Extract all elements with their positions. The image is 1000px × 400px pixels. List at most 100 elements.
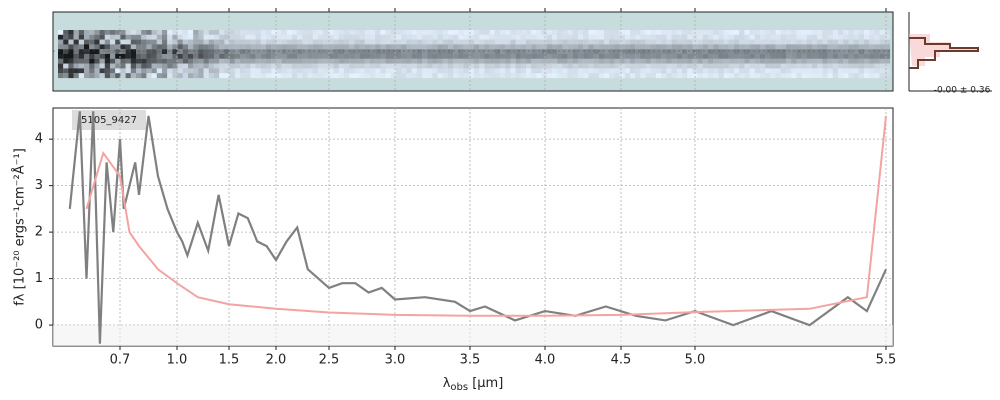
- spectrum-2d-pixel: [500, 39, 506, 45]
- spectrum-2d-pixel: [874, 54, 880, 59]
- spectrum-2d-pixel: [234, 58, 241, 64]
- spectrum-2d-pixel: [385, 44, 391, 50]
- spectrum-2d-pixel: [526, 30, 532, 35]
- spectrum-2d-pixel: [78, 58, 85, 64]
- spectrum-2d-pixel: [858, 58, 865, 64]
- spectrum-2d-pixel: [572, 54, 579, 59]
- spectrum-2d-pixel: [370, 49, 376, 55]
- spectrum-2d-pixel: [848, 34, 854, 40]
- spectrum-2d-pixel: [224, 30, 230, 35]
- spectrum-2d-pixel: [250, 39, 256, 45]
- spectrum-2d-pixel: [734, 44, 740, 50]
- spectrum-2d-pixel: [614, 63, 620, 69]
- spectrum-2d-pixel: [354, 44, 360, 50]
- spectrum-2d-pixel: [448, 68, 454, 74]
- spectrum-2d-pixel: [125, 73, 131, 79]
- spectrum-2d-pixel: [853, 34, 859, 40]
- spectrum-2d-pixel: [416, 63, 423, 69]
- spectrum-2d-pixel: [510, 30, 516, 35]
- spectrum-2d-pixel: [687, 30, 693, 35]
- spectrum-2d-pixel: [765, 34, 771, 40]
- spectrum-2d-pixel: [479, 58, 485, 64]
- spectrum-2d-pixel: [68, 49, 74, 55]
- spectrum-2d-pixel: [546, 58, 553, 64]
- spectrum-2d-pixel: [73, 68, 79, 74]
- spectrum-2d-pixel: [73, 58, 79, 64]
- spectrum-2d-pixel: [884, 30, 891, 35]
- spectrum-2d-pixel: [203, 34, 209, 40]
- spectrum-2d-pixel: [188, 73, 194, 79]
- spectrum-2d-pixel: [468, 49, 475, 55]
- spectrum-2d-pixel: [526, 68, 532, 74]
- spectrum-2d-pixel: [723, 58, 729, 64]
- spectrum-2d-pixel: [250, 49, 256, 55]
- spectrum-2d-pixel: [754, 39, 761, 45]
- spectrum-2d-pixel: [78, 54, 85, 59]
- spectrum-2d-pixel: [770, 63, 776, 69]
- spectrum-2d-pixel: [578, 49, 584, 55]
- spectrum-2d-pixel: [505, 44, 511, 50]
- spectrum-2d-pixel: [198, 58, 204, 64]
- spectrum-2d-pixel: [572, 44, 579, 50]
- spectrum-2d-pixel: [104, 73, 111, 79]
- spectrum-2d-pixel: [401, 54, 407, 59]
- spectrum-2d-pixel: [869, 30, 875, 35]
- spectrum-2d-pixel: [104, 44, 111, 50]
- spectrum-2d-pixel: [312, 73, 319, 79]
- spectrum-2d-pixel: [432, 68, 438, 74]
- spectrum-2d-pixel: [734, 54, 740, 59]
- spectrum-2d-pixel: [84, 54, 90, 59]
- spectrum-2d-pixel: [749, 63, 755, 69]
- spectrum-2d-pixel: [869, 39, 875, 45]
- spectrum-2d-pixel: [84, 73, 90, 79]
- spectrum-2d-pixel: [713, 30, 719, 35]
- spectrum-2d-pixel: [734, 63, 740, 69]
- spectrum-2d-pixel: [474, 58, 480, 64]
- spectrum-2d-pixel: [567, 58, 573, 64]
- spectrum-2d-pixel: [453, 44, 459, 50]
- spectrum-2d-pixel: [858, 73, 865, 79]
- spectrum-2d-pixel: [723, 68, 729, 74]
- spectrum-2d-pixel: [146, 58, 152, 64]
- spectrum-2d-pixel: [370, 44, 376, 50]
- spectrum-2d-pixel: [676, 44, 683, 50]
- spectrum-2d-pixel: [630, 68, 636, 74]
- spectrum-2d-pixel: [333, 34, 339, 40]
- spectrum-2d-pixel: [344, 34, 350, 40]
- spectrum-2d-pixel: [245, 54, 251, 59]
- spectrum-2d-pixel: [385, 58, 391, 64]
- spectrum-2d-pixel: [99, 54, 105, 59]
- spectrum-2d-pixel: [557, 63, 563, 69]
- spectrum-2d-pixel: [791, 63, 797, 69]
- spectrum-2d-pixel: [151, 30, 157, 35]
- spectrum-2d-pixel: [489, 54, 495, 59]
- spectrum-2d-pixel: [182, 58, 189, 64]
- spectrum-2d-pixel: [775, 39, 781, 45]
- spectrum-2d-pixel: [411, 58, 417, 64]
- spectrum-2d-pixel: [520, 39, 527, 45]
- spectrum-2d-pixel: [635, 63, 641, 69]
- spectrum-2d-pixel: [292, 44, 298, 50]
- spectrum-2d-pixel: [94, 44, 100, 50]
- spectrum-2d-pixel: [744, 30, 750, 35]
- spectrum-2d-pixel: [120, 54, 126, 59]
- spectrum-2d-pixel: [879, 58, 885, 64]
- spectrum-2d-pixel: [640, 39, 646, 45]
- spectrum-2d-pixel: [349, 30, 355, 35]
- spectrum-2d-pixel: [780, 54, 787, 59]
- spectrum-2d-pixel: [458, 39, 464, 45]
- spectrum-2d-pixel: [562, 39, 568, 45]
- spectrum-2d-pixel: [432, 73, 438, 79]
- spectrum-2d-pixel: [858, 30, 865, 35]
- spectrum-2d-pixel: [806, 30, 813, 35]
- spectrum-2d-pixel: [884, 68, 891, 74]
- spectrum-2d-pixel: [224, 68, 230, 74]
- spectrum-2d-pixel: [552, 58, 558, 64]
- y-tick-label: 1: [35, 271, 43, 286]
- spectrum-2d-pixel: [562, 30, 568, 35]
- spectrum-2d-pixel: [312, 63, 319, 69]
- spectrum-2d-pixel: [806, 73, 813, 79]
- spectrum-2d-pixel: [801, 49, 807, 55]
- spectrum-2d-pixel: [359, 34, 365, 40]
- spectrum-2d-pixel: [812, 39, 818, 45]
